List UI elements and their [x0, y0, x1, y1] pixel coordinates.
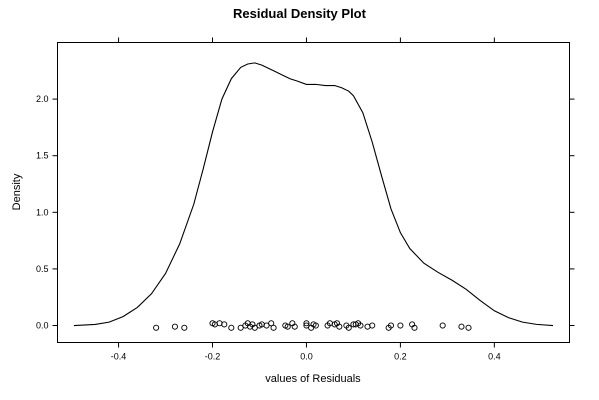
rug-point [439, 322, 446, 329]
rug-point [312, 322, 319, 329]
rug-point [465, 324, 472, 331]
rug-point [237, 324, 244, 331]
x-tick-label: -0.4 [111, 352, 127, 362]
y-axis: 0.0 0.5 1.0 1.5 2.0 [36, 94, 575, 331]
rug-point [291, 323, 298, 330]
rug-points [153, 320, 472, 331]
rug-point [411, 324, 418, 331]
rug-point [397, 322, 404, 329]
x-tick-label: 0.0 [300, 352, 313, 362]
rug-point [270, 324, 277, 331]
rug-point [303, 320, 310, 327]
y-tick-label: 2.0 [36, 94, 49, 104]
rug-point [345, 324, 352, 331]
rug-point [153, 324, 160, 331]
y-axis-label: Density [11, 173, 23, 210]
rug-point [228, 324, 235, 331]
rug-point [181, 324, 188, 331]
rug-point [303, 322, 310, 329]
rug-point [336, 323, 343, 330]
rug-point [284, 323, 291, 330]
x-axis: -0.4 -0.2 0.0 0.2 0.4 [111, 37, 501, 362]
x-tick-label: 0.2 [394, 352, 407, 362]
rug-point [387, 322, 395, 329]
y-tick-label: 1.5 [36, 151, 49, 161]
plot-frame [57, 42, 570, 343]
y-tick-label: 0.5 [36, 264, 49, 274]
x-tick-label: -0.2 [205, 352, 221, 362]
y-tick-label: 1.0 [36, 207, 49, 217]
rug-point [369, 322, 376, 329]
rug-point [171, 323, 178, 330]
rug-point [221, 321, 228, 328]
y-tick-label: 0.0 [36, 321, 49, 331]
rug-point [458, 323, 465, 330]
x-axis-label: values of Residuals [265, 373, 361, 385]
rug-point [263, 322, 270, 329]
chart-title: Residual Density Plot [233, 6, 367, 21]
rug-point [251, 324, 258, 331]
rug-point [357, 322, 364, 329]
x-tick-label: 0.4 [488, 352, 501, 362]
density-curve [73, 62, 554, 327]
